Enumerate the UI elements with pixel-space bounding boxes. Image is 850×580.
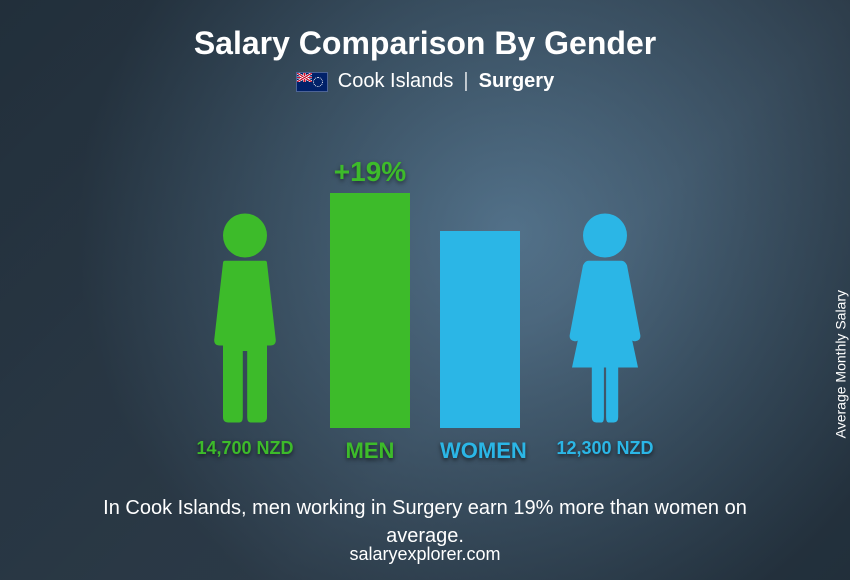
men-bar (330, 193, 410, 428)
subtitle-country: Cook Islands (338, 70, 454, 93)
woman-icon (550, 208, 660, 428)
women-bar (440, 231, 520, 428)
men-icon-col (190, 128, 300, 428)
women-label: WOMEN (440, 438, 520, 464)
footer-link[interactable]: salaryexplorer.com (349, 544, 500, 565)
description-text: In Cook Islands, men working in Surgery … (75, 494, 775, 550)
women-bar-col (440, 128, 520, 428)
men-bar-col: +19% (330, 128, 410, 428)
men-salary-label: 14,700 NZD (190, 438, 300, 464)
infographic-container: Salary Comparison By Gender Cook Islands… (0, 0, 850, 580)
labels-row: 14,700 NZD MEN WOMEN 12,300 NZD (40, 438, 810, 464)
women-icon-col (550, 128, 660, 428)
chart-area: +19% (190, 128, 660, 428)
y-axis-label: Average Monthly Salary (832, 290, 848, 438)
men-label: MEN (330, 438, 410, 464)
subtitle-separator: | (463, 70, 468, 93)
subtitle-field: Surgery (479, 70, 555, 93)
women-salary-label: 12,300 NZD (550, 438, 660, 464)
page-title: Salary Comparison By Gender (194, 25, 656, 62)
subtitle-row: Cook Islands | Surgery (296, 70, 554, 93)
flag-icon (296, 72, 328, 92)
men-pct-label: +19% (334, 156, 406, 188)
man-icon (190, 208, 300, 428)
